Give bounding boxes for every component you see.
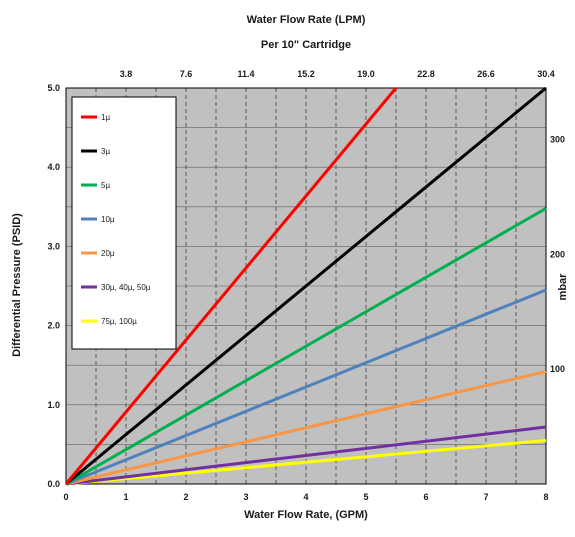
legend-label: 30µ, 40µ, 50µ (101, 283, 151, 292)
x-top-tick-label: 7.6 (180, 69, 193, 79)
x-tick-label: 8 (543, 492, 548, 502)
series-line (65, 438, 547, 486)
legend-label: 3µ (101, 147, 110, 156)
tick-labels: 0 1 2 3 4 5 6 7 8 0.0 1.0 2.0 3.0 4.0 5.0 3.8 7.6 11.4 15.… (47, 69, 565, 502)
legend-label: 10µ (101, 215, 115, 224)
x-top-tick-label: 22.8 (417, 69, 435, 79)
y-tick-label: 5.0 (47, 83, 60, 93)
x-top-tick-label: 30.4 (537, 69, 555, 79)
x-axis-label: Water Flow Rate, (GPM) (244, 509, 368, 521)
x-top-tick-label: 19.0 (357, 69, 375, 79)
y2-axis-label: mbar (557, 273, 569, 301)
y2-tick-label: 300 (550, 134, 565, 144)
x-tick-label: 4 (303, 492, 308, 502)
y-tick-label: 4.0 (47, 162, 60, 172)
series-lines (64, 86, 547, 486)
series-line (65, 86, 547, 486)
x-tick-label: 7 (483, 492, 488, 502)
legend-box (71, 96, 177, 350)
y-tick-label: 3.0 (47, 241, 60, 251)
legend: 1µ 3µ 5µ 10µ 20µ 30µ, 40µ, 50µ 75µ, 100µ (81, 113, 151, 326)
x-tick-label: 6 (423, 492, 428, 502)
x-tick-label: 1 (123, 492, 128, 502)
x-tick-label: 2 (183, 492, 188, 502)
x-top-tick-label: 15.2 (297, 69, 315, 79)
legend-label: 5µ (101, 181, 110, 190)
plot-border (65, 87, 547, 485)
series-line (65, 207, 547, 486)
x-tick-label: 0 (63, 492, 68, 502)
y-axis-label: Differential Pressure (PSID) (11, 213, 23, 357)
x-top-tick-label: 3.8 (120, 69, 133, 79)
x-tick-label: 3 (243, 492, 248, 502)
series-line (65, 288, 547, 486)
x-top-tick-label: 11.4 (237, 69, 254, 79)
x-tick-label: 5 (363, 492, 368, 502)
y2-tick-label: 100 (550, 364, 565, 374)
legend-label: 1µ (101, 113, 110, 122)
chart-subtitle: Per 10" Cartridge (261, 39, 351, 51)
series-line (65, 370, 547, 486)
legend-label: 75µ, 100µ (101, 317, 137, 326)
y2-tick-label: 200 (550, 249, 565, 259)
y-tick-label: 0.0 (47, 479, 60, 489)
x-top-tick-label: 26.6 (477, 69, 495, 79)
legend-label: 20µ (101, 249, 115, 258)
series-line (65, 425, 547, 486)
series-line (64, 87, 398, 485)
y-tick-label: 1.0 (47, 400, 60, 410)
y-tick-label: 2.0 (47, 321, 60, 331)
chart-title: Water Flow Rate (LPM) (247, 14, 366, 26)
